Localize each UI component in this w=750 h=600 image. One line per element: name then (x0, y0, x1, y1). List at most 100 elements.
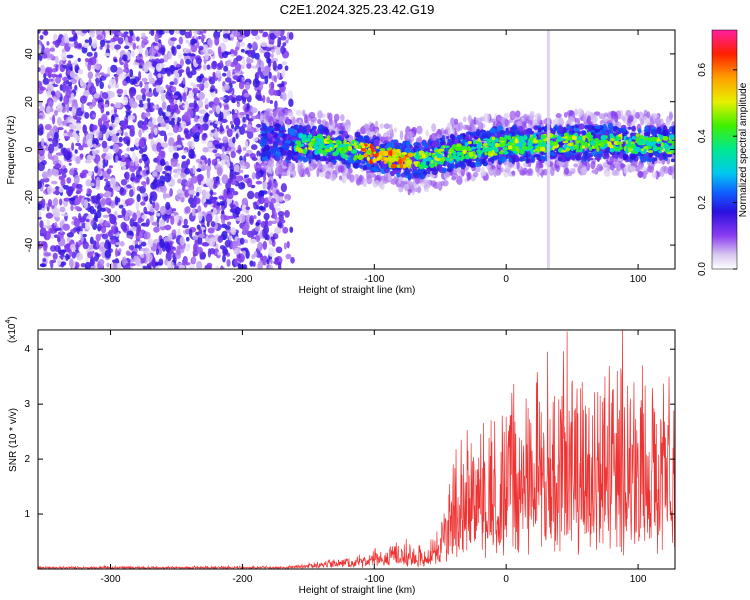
heatmap-cell (170, 101, 175, 110)
heatmap-cell (153, 226, 160, 233)
heatmap-cell (670, 158, 675, 163)
heatmap-cell (255, 180, 263, 185)
heatmap-cell (240, 165, 247, 169)
heatmap-cell (149, 215, 154, 224)
heatmap-cell (74, 75, 80, 80)
heatmap-cell (181, 155, 186, 160)
heatmap-cell (155, 84, 161, 93)
heatmap-cell (527, 168, 533, 175)
heatmap-cell (68, 169, 75, 176)
heatmap-cell (237, 263, 242, 269)
heatmap-cell (55, 64, 59, 72)
heatmap-cell (252, 41, 258, 50)
heatmap-cell (52, 252, 58, 260)
heatmap-cell (235, 207, 242, 212)
heatmap-cell (106, 44, 110, 50)
heatmap-cell (52, 40, 57, 45)
heatmap-cell (68, 258, 74, 268)
heatmap-cell (172, 152, 180, 160)
heatmap-cell (121, 154, 126, 161)
heatmap-cell (214, 144, 221, 149)
heatmap-cell (88, 85, 97, 96)
heatmap-cell (50, 73, 58, 78)
heatmap-cell (104, 249, 112, 259)
heatmap-cell (217, 46, 222, 55)
heatmap-cell (208, 76, 216, 85)
heatmap-cell (637, 170, 644, 178)
heatmap-cell (147, 238, 154, 248)
heatmap-cell (219, 111, 224, 121)
heatmap-cell (493, 169, 498, 178)
heatmap-cell (115, 132, 120, 137)
heatmap-cell (79, 217, 86, 223)
heatmap-cell (188, 53, 196, 57)
heatmap-cell (197, 235, 203, 245)
heatmap-cell (71, 251, 77, 259)
heatmap-cell (53, 169, 59, 177)
heatmap-cell (80, 173, 87, 179)
heatmap-cell (79, 95, 87, 104)
heatmap-cell (273, 181, 279, 189)
heatmap-cell (509, 110, 517, 121)
heatmap-cell (141, 32, 146, 38)
heatmap-cell (57, 227, 62, 231)
heatmap-cell (255, 171, 261, 180)
heatmap-cell (132, 212, 137, 222)
heatmap-cell (141, 154, 149, 162)
heatmap-cell (108, 165, 114, 169)
heatmap-cell (383, 179, 388, 184)
heatmap-cell (155, 63, 163, 72)
heatmap-cell (247, 49, 254, 58)
heatmap-cell (445, 136, 450, 140)
heatmap-cell (265, 115, 271, 120)
heatmap-cell (224, 51, 232, 55)
heatmap-cell (90, 256, 95, 266)
heatmap-cell (61, 252, 65, 256)
heatmap-cell (101, 140, 108, 149)
heatmap-cell (156, 212, 161, 217)
heatmap-cell (71, 106, 77, 116)
heatmap-cell (188, 189, 196, 195)
heatmap-cell (102, 159, 106, 169)
heatmap-cell (38, 180, 42, 190)
heatmap-cell (183, 129, 190, 134)
heatmap-cell (256, 123, 262, 128)
heatmap-cell (219, 127, 225, 132)
heatmap-cell (244, 81, 251, 91)
heatmap-cell (244, 140, 249, 149)
heatmap-cell (379, 123, 385, 129)
heatmap-cell (172, 124, 179, 134)
heatmap-cell (239, 41, 246, 47)
heatmap-cell (50, 180, 58, 185)
heatmap-cell (207, 227, 215, 234)
heatmap-cell (182, 92, 187, 102)
heatmap-cell (84, 39, 89, 43)
heatmap-cell (312, 163, 317, 170)
heatmap-cell (201, 133, 207, 141)
heatmap-cell (213, 97, 220, 106)
heatmap-cell (171, 208, 177, 212)
heatmap-cell (393, 175, 398, 182)
heatmap-cell (280, 45, 286, 55)
heatmap-cell (198, 109, 206, 115)
heatmap-cell (139, 81, 143, 88)
heatmap-cell (603, 112, 609, 118)
heatmap-cell (158, 30, 165, 35)
heatmap-cell (284, 65, 289, 71)
heatmap-cell (235, 95, 243, 102)
heatmap-cell (262, 123, 267, 131)
heatmap-cell (209, 248, 216, 255)
heatmap-cell (491, 164, 496, 170)
heatmap-cell (122, 96, 129, 106)
heatmap-cell (186, 236, 190, 242)
heatmap-cell (124, 104, 131, 109)
heatmap-cell (130, 226, 138, 232)
heatmap-cell (95, 77, 100, 87)
heatmap-cell (329, 173, 337, 182)
heatmap-cell (95, 233, 101, 242)
heatmap-cell (83, 42, 90, 49)
heatmap-cell (233, 117, 240, 126)
heatmap-cell (93, 252, 100, 262)
heatmap-cell (267, 160, 272, 168)
heatmap-cell (44, 123, 52, 131)
